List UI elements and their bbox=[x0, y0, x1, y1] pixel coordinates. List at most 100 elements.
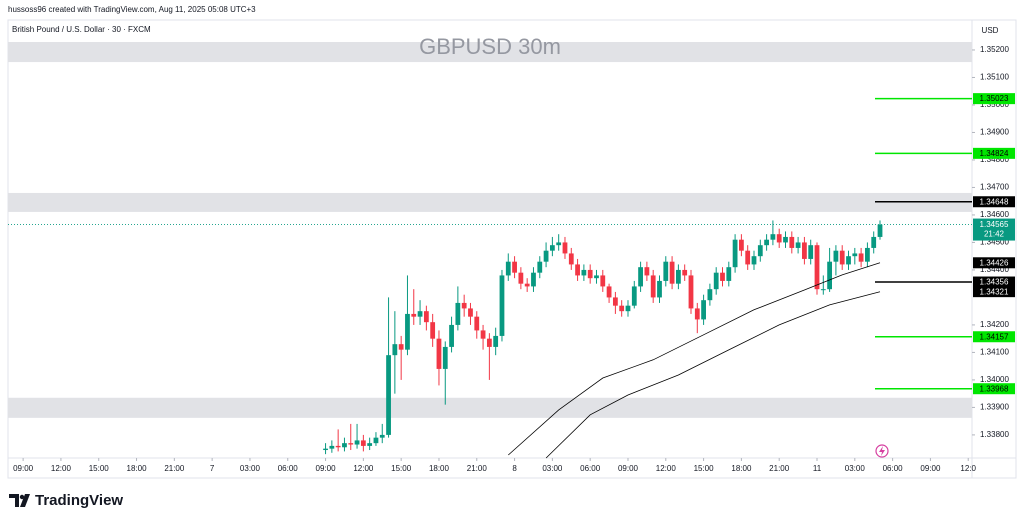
candle-body bbox=[675, 269, 681, 284]
x-tick-label: 15:00 bbox=[694, 464, 715, 473]
x-tick-label: 03:00 bbox=[542, 464, 563, 473]
candle-body bbox=[657, 280, 662, 298]
x-tick-label: 18:00 bbox=[731, 464, 752, 473]
subtitle: British Pound / U.S. Dollar · 30 · FXCM bbox=[12, 25, 151, 34]
credit: hussoss96 created with TradingView.com, … bbox=[8, 5, 256, 14]
candle-body bbox=[417, 311, 423, 317]
ma-label-box bbox=[973, 286, 1015, 298]
ma-label: 1.34321 bbox=[980, 287, 1009, 296]
candle-body bbox=[531, 272, 536, 287]
x-tick-label: 15:00 bbox=[391, 464, 412, 473]
candle-body bbox=[568, 253, 574, 265]
x-tick-label: 09:00 bbox=[618, 464, 639, 473]
chart-frame bbox=[7, 19, 1017, 479]
last-price-box bbox=[973, 218, 1015, 241]
candle-body bbox=[468, 308, 473, 317]
candle-body bbox=[827, 261, 832, 290]
x-tick-label: 09:00 bbox=[920, 464, 941, 473]
x-tick-label: 21:00 bbox=[164, 464, 185, 473]
x-tick-label: 06:00 bbox=[278, 464, 299, 473]
level-label: 1.33968 bbox=[980, 384, 1009, 393]
zone bbox=[8, 41, 972, 63]
x-tick-label: 11 bbox=[813, 464, 822, 473]
x-tick-label: 06:00 bbox=[580, 464, 601, 473]
candle-body bbox=[537, 261, 543, 273]
candle-body bbox=[871, 236, 877, 248]
candle-body bbox=[877, 224, 883, 237]
zones: 1.33800 1.33900 1.34000 1.34100 1.34200 1.344… bbox=[8, 41, 1009, 473]
candle-body bbox=[865, 247, 870, 262]
candle-body bbox=[757, 245, 763, 257]
candle-body bbox=[486, 338, 492, 347]
x-tick-label: 12:0 bbox=[960, 464, 976, 473]
level-label-box bbox=[973, 147, 1015, 159]
candle-body bbox=[701, 300, 706, 320]
x-tick-label: 21:00 bbox=[769, 464, 790, 473]
candle-body bbox=[348, 443, 354, 445]
candle-body bbox=[493, 335, 499, 347]
x-tick-label: 21:00 bbox=[467, 464, 488, 473]
candle-body bbox=[852, 253, 858, 257]
candle-body bbox=[802, 242, 807, 259]
x-tick-label: 12:00 bbox=[656, 464, 677, 473]
candle-body bbox=[808, 245, 814, 259]
candle-body bbox=[789, 236, 795, 248]
candle-body bbox=[581, 269, 587, 276]
alert-icon bbox=[875, 444, 889, 458]
candle-body bbox=[650, 275, 656, 298]
candle-body bbox=[411, 313, 417, 317]
candle-body bbox=[354, 440, 360, 445]
candle-body bbox=[600, 275, 606, 287]
y-tick-label: 1.34200 bbox=[980, 320, 1009, 329]
y-tick-label: 1.34500 bbox=[980, 238, 1009, 247]
watermark-title: GBPUSD 30m bbox=[419, 34, 561, 59]
candle-body bbox=[631, 286, 637, 306]
y-tick-label: 1.35000 bbox=[980, 100, 1009, 109]
level-label-box bbox=[973, 383, 1015, 395]
candle-body bbox=[549, 245, 555, 251]
y-tick-label: 1.35200 bbox=[980, 45, 1009, 54]
candle-body bbox=[449, 324, 454, 347]
candle-body bbox=[739, 239, 744, 251]
logo-icon bbox=[9, 494, 30, 507]
x-tick-label: 03:00 bbox=[240, 464, 261, 473]
x-tick-label: 03:00 bbox=[845, 464, 866, 473]
logo-text: TradingView bbox=[35, 492, 123, 509]
candle-body bbox=[814, 245, 820, 290]
candle-body bbox=[587, 269, 593, 279]
candle-body bbox=[335, 445, 341, 448]
candle-body bbox=[455, 302, 461, 325]
candle-body bbox=[644, 267, 650, 276]
candle-body bbox=[764, 239, 769, 246]
level-label: 1.35023 bbox=[980, 94, 1009, 103]
candle-body bbox=[795, 242, 801, 248]
x-tick-label: 12:00 bbox=[51, 464, 72, 473]
candle-body bbox=[442, 346, 448, 369]
candle-body bbox=[518, 272, 524, 284]
level-label-box bbox=[973, 276, 1015, 288]
candle-body bbox=[783, 236, 788, 243]
y-tick-label: 1.34800 bbox=[980, 155, 1009, 164]
candle-body bbox=[342, 443, 347, 448]
candle-body bbox=[594, 275, 599, 279]
x-tick-label: 09:00 bbox=[316, 464, 337, 473]
x-tick-label: 09:00 bbox=[13, 464, 34, 473]
candle-body bbox=[575, 264, 580, 276]
candle-body bbox=[625, 305, 631, 312]
moving-average bbox=[545, 291, 881, 459]
y-tick-label: 1.34700 bbox=[980, 183, 1009, 192]
candle-body bbox=[720, 272, 725, 281]
last-price-label: 1.34565 bbox=[980, 220, 1009, 229]
x-tick-label: 15:00 bbox=[89, 464, 110, 473]
candle-body bbox=[423, 311, 429, 323]
candle-body bbox=[669, 261, 675, 284]
candle-body bbox=[663, 261, 669, 281]
candle-body bbox=[846, 256, 851, 265]
level-label: 1.34824 bbox=[980, 149, 1009, 158]
candle-body bbox=[499, 275, 505, 336]
candle-body bbox=[562, 242, 568, 254]
candle-body bbox=[839, 250, 845, 265]
level-label-box bbox=[973, 196, 1015, 208]
plot bbox=[8, 97, 972, 459]
